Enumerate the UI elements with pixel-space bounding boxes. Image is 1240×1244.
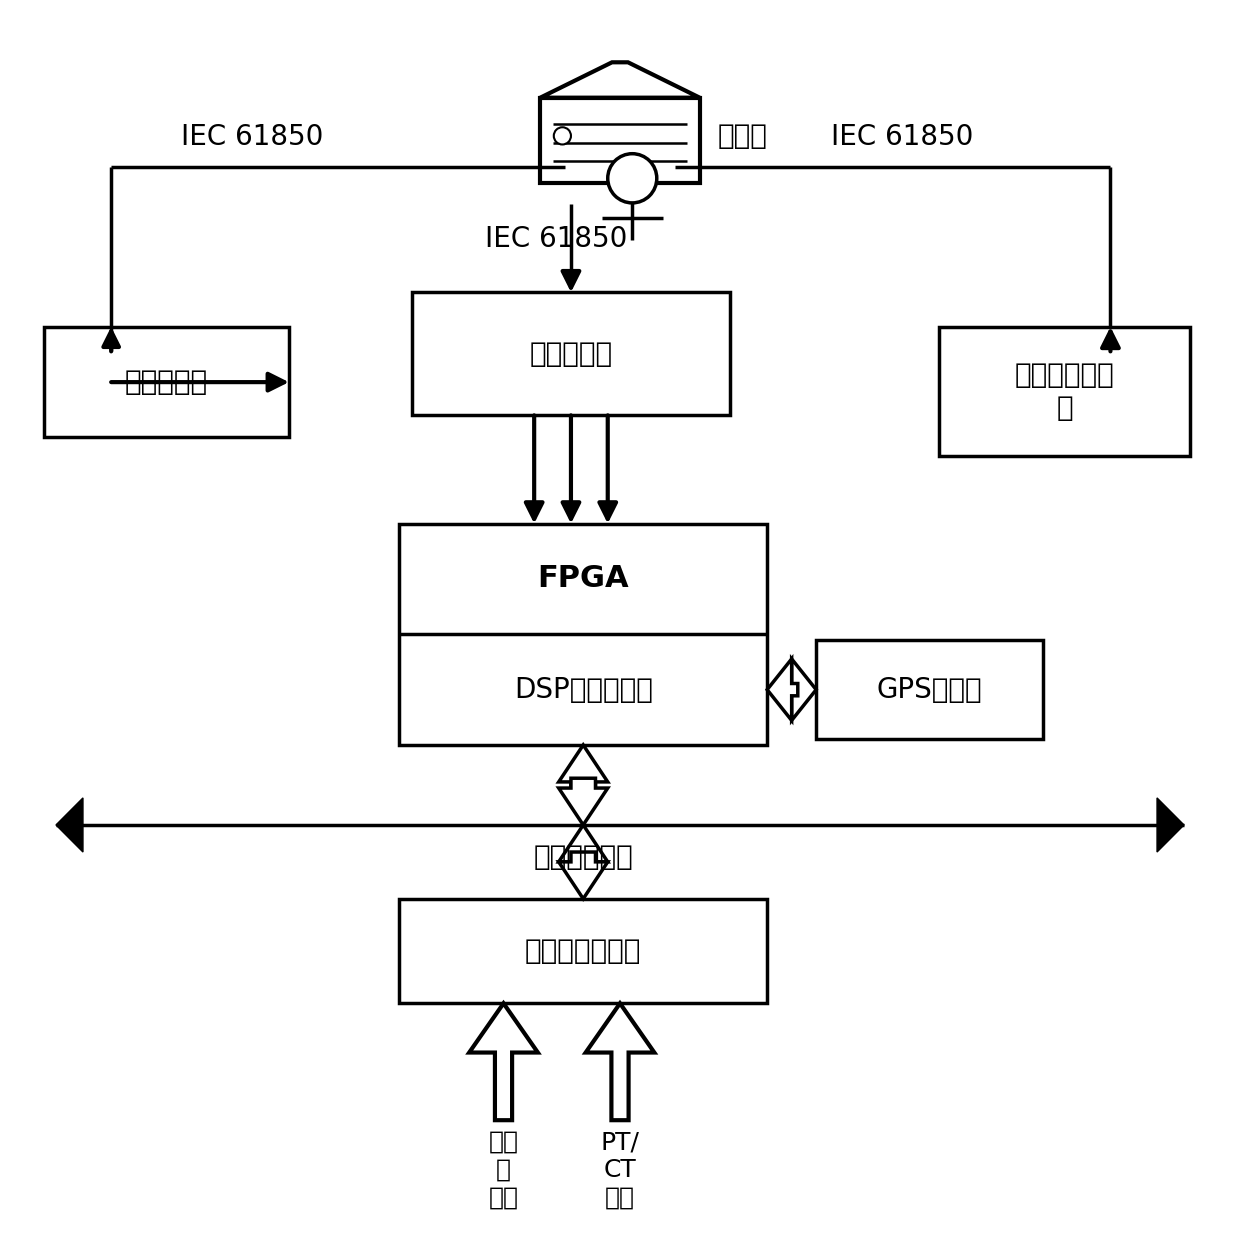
Bar xyxy=(412,292,730,415)
Text: IEC 61850: IEC 61850 xyxy=(485,225,627,253)
Bar xyxy=(816,641,1043,739)
Polygon shape xyxy=(469,1004,538,1120)
Text: 电能质量监控
板: 电能质量监控 板 xyxy=(1014,361,1115,422)
Polygon shape xyxy=(541,62,699,98)
Text: IEC 61850: IEC 61850 xyxy=(831,123,973,151)
Polygon shape xyxy=(559,825,608,872)
Text: 暂态监控板: 暂态监控板 xyxy=(125,368,208,396)
Bar xyxy=(43,327,289,438)
Text: 稳态监控板: 稳态监控板 xyxy=(529,340,613,368)
Polygon shape xyxy=(768,659,797,720)
Polygon shape xyxy=(56,797,83,852)
Bar xyxy=(399,898,768,1004)
Polygon shape xyxy=(585,1004,655,1120)
Polygon shape xyxy=(785,659,816,720)
Text: 传统信号输入板: 传统信号输入板 xyxy=(525,937,641,965)
Circle shape xyxy=(554,127,570,144)
Text: GPS对时板: GPS对时板 xyxy=(877,675,982,704)
Bar xyxy=(399,524,768,745)
Text: IEC 61850: IEC 61850 xyxy=(181,123,324,151)
Polygon shape xyxy=(1157,797,1184,852)
Text: 开关
量
信号: 开关 量 信号 xyxy=(489,1130,518,1209)
Polygon shape xyxy=(559,852,608,898)
Polygon shape xyxy=(559,745,608,791)
Circle shape xyxy=(608,154,657,203)
Text: PT/
CT
信号: PT/ CT 信号 xyxy=(600,1130,640,1209)
Text: FPGA: FPGA xyxy=(537,565,629,593)
Polygon shape xyxy=(559,779,608,825)
Text: 背板数据总线: 背板数据总线 xyxy=(533,843,634,871)
Text: DSP采集控制板: DSP采集控制板 xyxy=(513,675,652,704)
Bar xyxy=(939,327,1190,457)
Bar xyxy=(541,98,699,183)
Text: 管理机: 管理机 xyxy=(718,122,768,151)
